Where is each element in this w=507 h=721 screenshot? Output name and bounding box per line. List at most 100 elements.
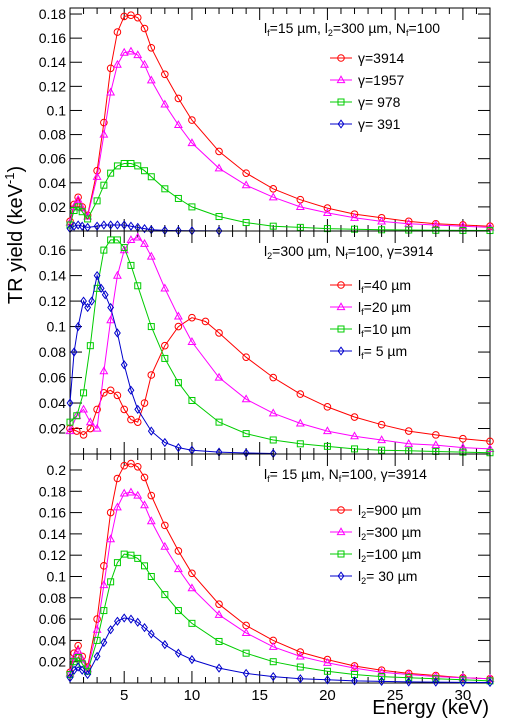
data-point [113,220,121,230]
data-point [107,169,115,177]
legend-label-part: =10 µm [364,321,411,337]
data-point [174,648,182,658]
panel-header-subscript: f [345,251,348,261]
legend-label: lf​=10 µm [358,321,411,339]
data-point [106,87,116,96]
data-point [160,283,170,292]
legend-label-part: =100 µm [366,546,421,562]
data-point [241,628,251,637]
legend-marker [336,302,346,311]
data-point [74,653,82,661]
data-point [127,11,135,20]
data-point [140,24,149,33]
legend-label-part: γ=1957 [358,72,405,88]
data-point [127,159,135,167]
data-point [147,572,155,580]
x-tick-label: 30 [455,687,472,704]
data-point [458,221,468,230]
y-axis-label-close: ) [5,166,27,173]
series-0 [66,11,494,230]
data-point [133,50,143,59]
legend-label-part: γ= 978 [358,94,401,110]
data-point [126,235,136,244]
legend-marker [337,54,345,62]
panel-top: 0.02 0.04 0.06 0.08 0.1 0.12 0.14 0.16 0.18 γ=391… [39,6,495,236]
data-point [127,261,135,269]
data-point [93,221,101,231]
legend-label-subscript: 2 [361,510,366,520]
data-point [323,667,331,675]
data-point [269,658,277,666]
data-point [100,181,108,189]
series-line [69,163,491,231]
legend-label-subscript: f [361,307,364,317]
data-point [174,547,183,555]
data-point [107,625,115,635]
data-point [269,222,277,230]
data-point [73,194,83,203]
legend-label-subscript: 2 [361,554,366,564]
data-point [187,138,197,147]
legend-marker [336,75,346,84]
y-tick-label: 0.14 [39,54,66,70]
data-point [323,204,332,212]
data-point [147,323,155,331]
legend-label-subscript: 2 [361,532,366,542]
data-point [404,217,413,226]
legend-label-part: l [358,568,361,584]
legend-label-part: =20 µm [364,299,411,315]
data-point [141,622,148,633]
panel-header-part: =15 µm, l [270,20,328,36]
data-point [74,220,82,230]
data-point [84,302,92,313]
legend-marker [337,281,345,289]
y-tick-label: 0.06 [39,611,66,627]
series-line [69,14,491,227]
data-point [141,562,149,570]
legend-label: l2​=100 µm [358,546,421,564]
data-point [77,654,87,663]
legend-marker [337,325,345,333]
y-tick-label: 0.04 [39,175,66,191]
legend-label-part: =40 µm [364,277,411,293]
data-point [296,440,304,448]
data-point [106,508,115,517]
data-point [350,212,359,221]
series-3 [66,270,277,459]
data-point [174,607,182,615]
data-point [214,163,224,172]
data-point [459,677,467,688]
data-point [86,342,94,350]
data-point [69,202,79,210]
data-point [127,459,135,468]
data-point [161,640,169,650]
data-point [431,440,441,449]
y-tick-label: 0.08 [39,590,66,606]
data-point [268,408,278,417]
y-tick-label: 0.12 [39,293,66,309]
data-point [322,208,332,217]
data-point [133,418,142,426]
data-point [215,329,223,337]
legend-label: l2​=900 µm [358,502,421,520]
data-point [377,667,387,676]
data-point [188,203,196,211]
y-tick-label: 0.04 [39,395,66,411]
legend-label: lf​= 5 µm [358,343,407,361]
data-point [78,208,86,216]
data-point [106,534,116,543]
plot-frame [69,453,491,684]
x-axis-label: Energy (keV) [372,697,489,719]
data-point [459,434,467,443]
panel-header-part: = 15 µm, N [270,466,339,482]
data-point [119,47,129,56]
data-point [323,403,332,411]
plot-frame [69,7,491,232]
data-point [99,129,109,138]
panel-header: lf​=15 µm, l2​=300 µm, Nf​=100 [264,20,440,38]
data-point [215,147,223,156]
data-point [350,663,359,672]
data-point [215,600,223,608]
data-point [187,583,197,592]
y-tick-label: 0.16 [39,242,66,258]
